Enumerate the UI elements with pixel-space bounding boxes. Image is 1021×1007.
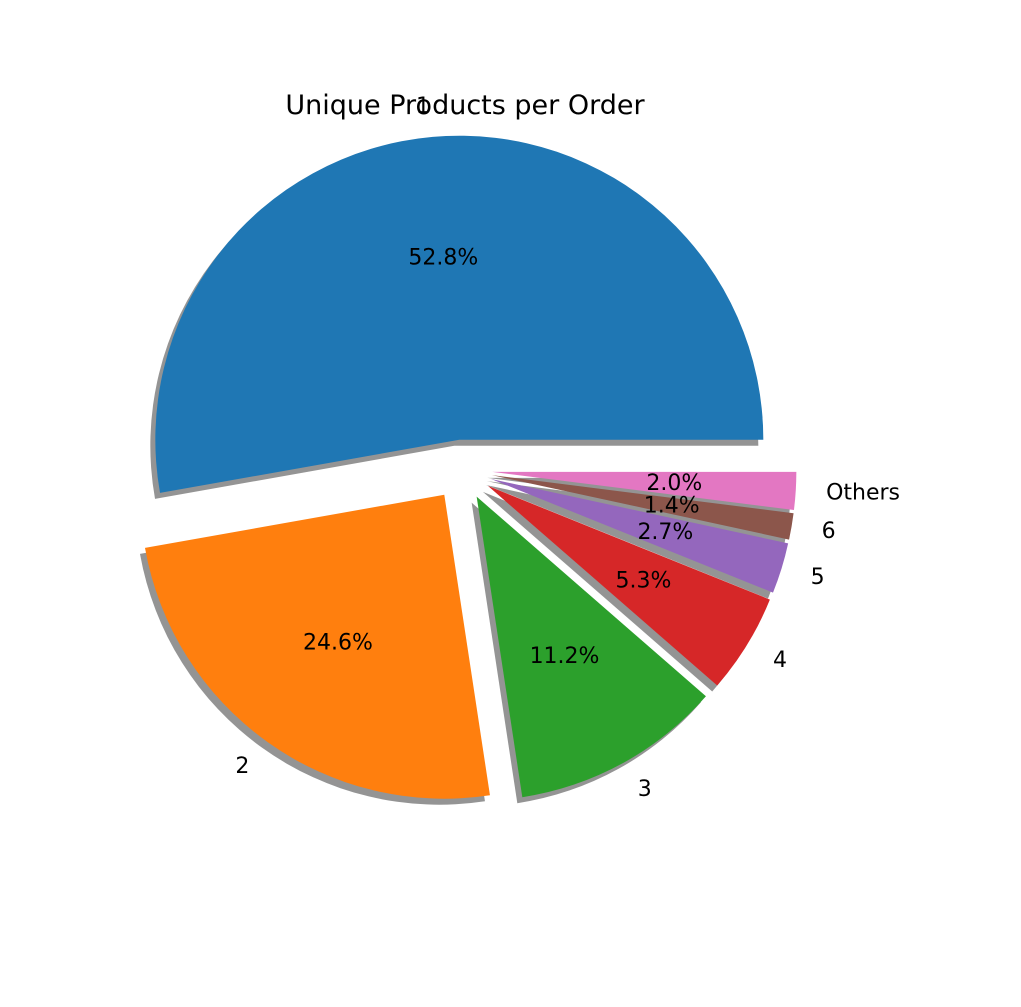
slice-percent-5: 2.7% bbox=[637, 520, 693, 545]
pie-slice-shadow-5 bbox=[486, 484, 784, 599]
slice-percent-6: 1.4% bbox=[644, 493, 700, 518]
pie-slice-others bbox=[492, 471, 797, 511]
slice-percent-4: 5.3% bbox=[615, 569, 671, 594]
chart-title: Unique Products per Order bbox=[285, 90, 645, 121]
slice-percent-others: 2.0% bbox=[646, 471, 702, 496]
slice-label-2: 2 bbox=[235, 754, 249, 779]
slice-label-5: 5 bbox=[811, 565, 825, 590]
slice-label-6: 6 bbox=[822, 519, 836, 544]
pie-slice-1 bbox=[155, 135, 764, 493]
slice-layer bbox=[144, 135, 797, 799]
slice-percent-3: 11.2% bbox=[530, 644, 600, 669]
slice-percent-2: 24.6% bbox=[303, 630, 373, 655]
slice-label-1: 1 bbox=[416, 94, 430, 119]
pie-slice-4 bbox=[487, 485, 770, 686]
pie-slice-2 bbox=[144, 494, 490, 799]
label-layer: 1 52.8% 2 24.6% 3 11.2% 4 5.3% 5 2.7% 6 1.4% Others 2… bbox=[235, 94, 900, 802]
slice-percent-1: 52.8% bbox=[408, 246, 478, 271]
pie-slice-6 bbox=[491, 475, 794, 540]
slice-label-others: Others bbox=[826, 480, 900, 505]
slice-label-3: 3 bbox=[638, 777, 652, 802]
pie-slice-5 bbox=[491, 478, 789, 593]
slice-label-4: 4 bbox=[773, 648, 787, 673]
pie-slice-3 bbox=[476, 496, 706, 798]
